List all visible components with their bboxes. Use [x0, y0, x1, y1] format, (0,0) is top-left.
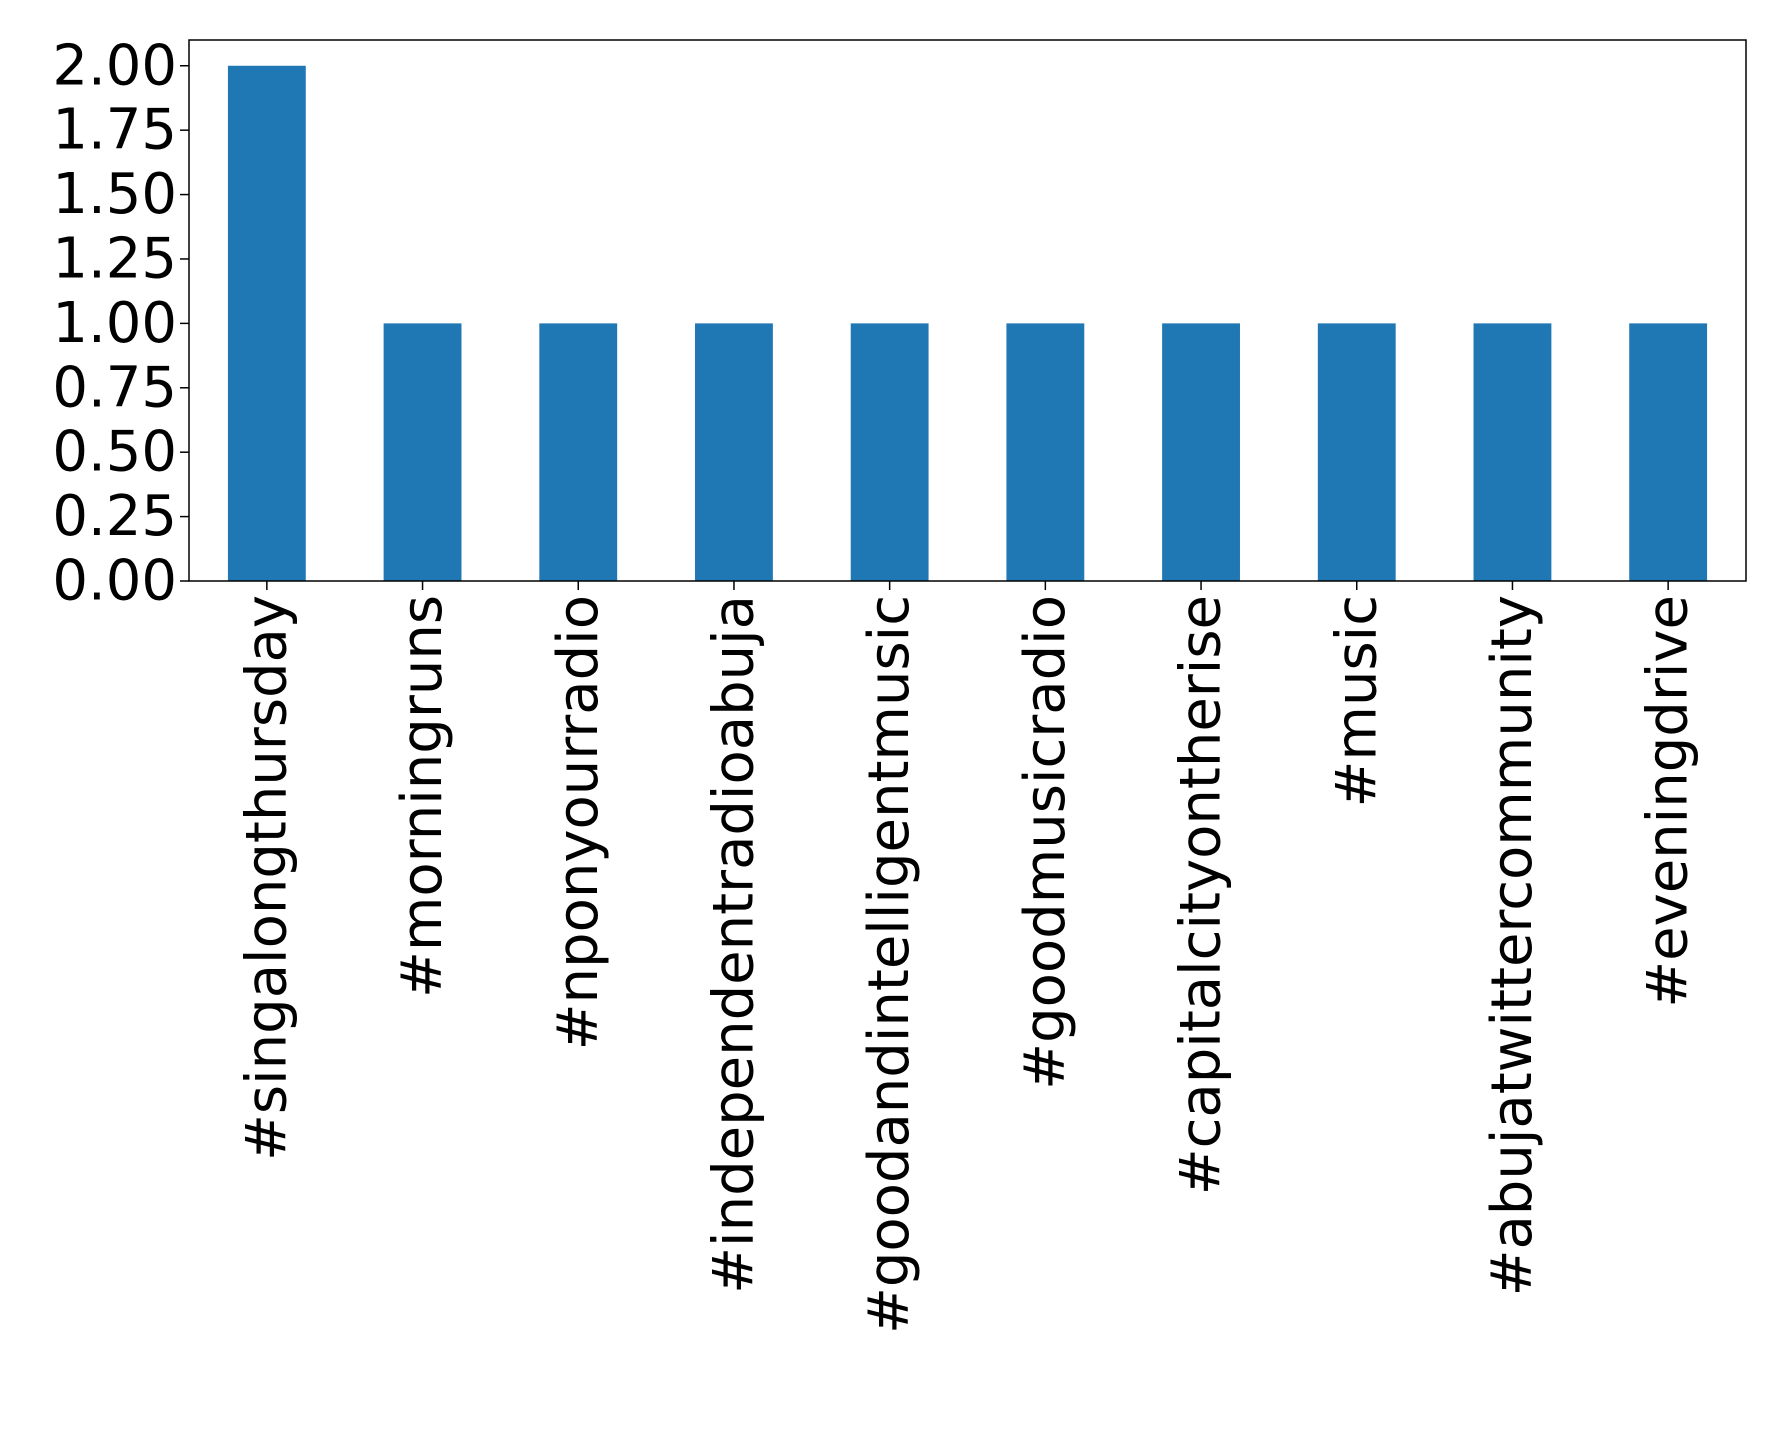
x-axis: #singalongthursday #morningruns #nponyourr… — [234, 581, 1701, 1334]
y-tick-label: 1.25 — [52, 226, 177, 291]
y-tick-label: 0.00 — [52, 549, 177, 614]
bar — [1473, 323, 1552, 581]
bar — [695, 323, 773, 581]
y-tick-label: 1.00 — [52, 291, 177, 356]
x-tick-label: #nponyourradio — [546, 595, 611, 1050]
x-tick-label: #goodandintelligentmusic — [857, 595, 922, 1334]
x-tick-label: #capitalcityontherise — [1169, 595, 1234, 1195]
bar — [1006, 323, 1085, 581]
y-tick-label: 1.50 — [52, 162, 177, 227]
x-tick-label: #singalongthursday — [234, 595, 299, 1161]
plot-frame — [188, 39, 1747, 582]
bar — [539, 323, 618, 581]
x-tick-label: #goodmusicradio — [1013, 595, 1078, 1090]
x-tick-label: #music — [1324, 595, 1389, 808]
x-tick-label: #independentradioabuja — [701, 595, 766, 1294]
bar — [383, 323, 462, 581]
bar — [227, 65, 306, 581]
bar — [1162, 323, 1240, 581]
bar — [850, 323, 929, 581]
x-tick-label: #abujatwittercommunity — [1480, 595, 1545, 1296]
x-tick-label: #eveningdrive — [1636, 595, 1701, 1008]
bar — [1629, 323, 1708, 581]
bar — [1317, 323, 1396, 581]
x-tick-label: #morningruns — [390, 595, 455, 998]
y-tick-label: 0.75 — [52, 355, 177, 420]
y-tick-label: 0.25 — [52, 484, 177, 549]
y-tick-label: 2.00 — [52, 33, 177, 98]
y-tick-label: 0.50 — [52, 420, 177, 485]
bars-group — [227, 65, 1708, 581]
y-axis: 0.000.250.500.751.001.251.501.752.00 — [52, 33, 189, 614]
y-tick-label: 1.75 — [52, 98, 177, 163]
